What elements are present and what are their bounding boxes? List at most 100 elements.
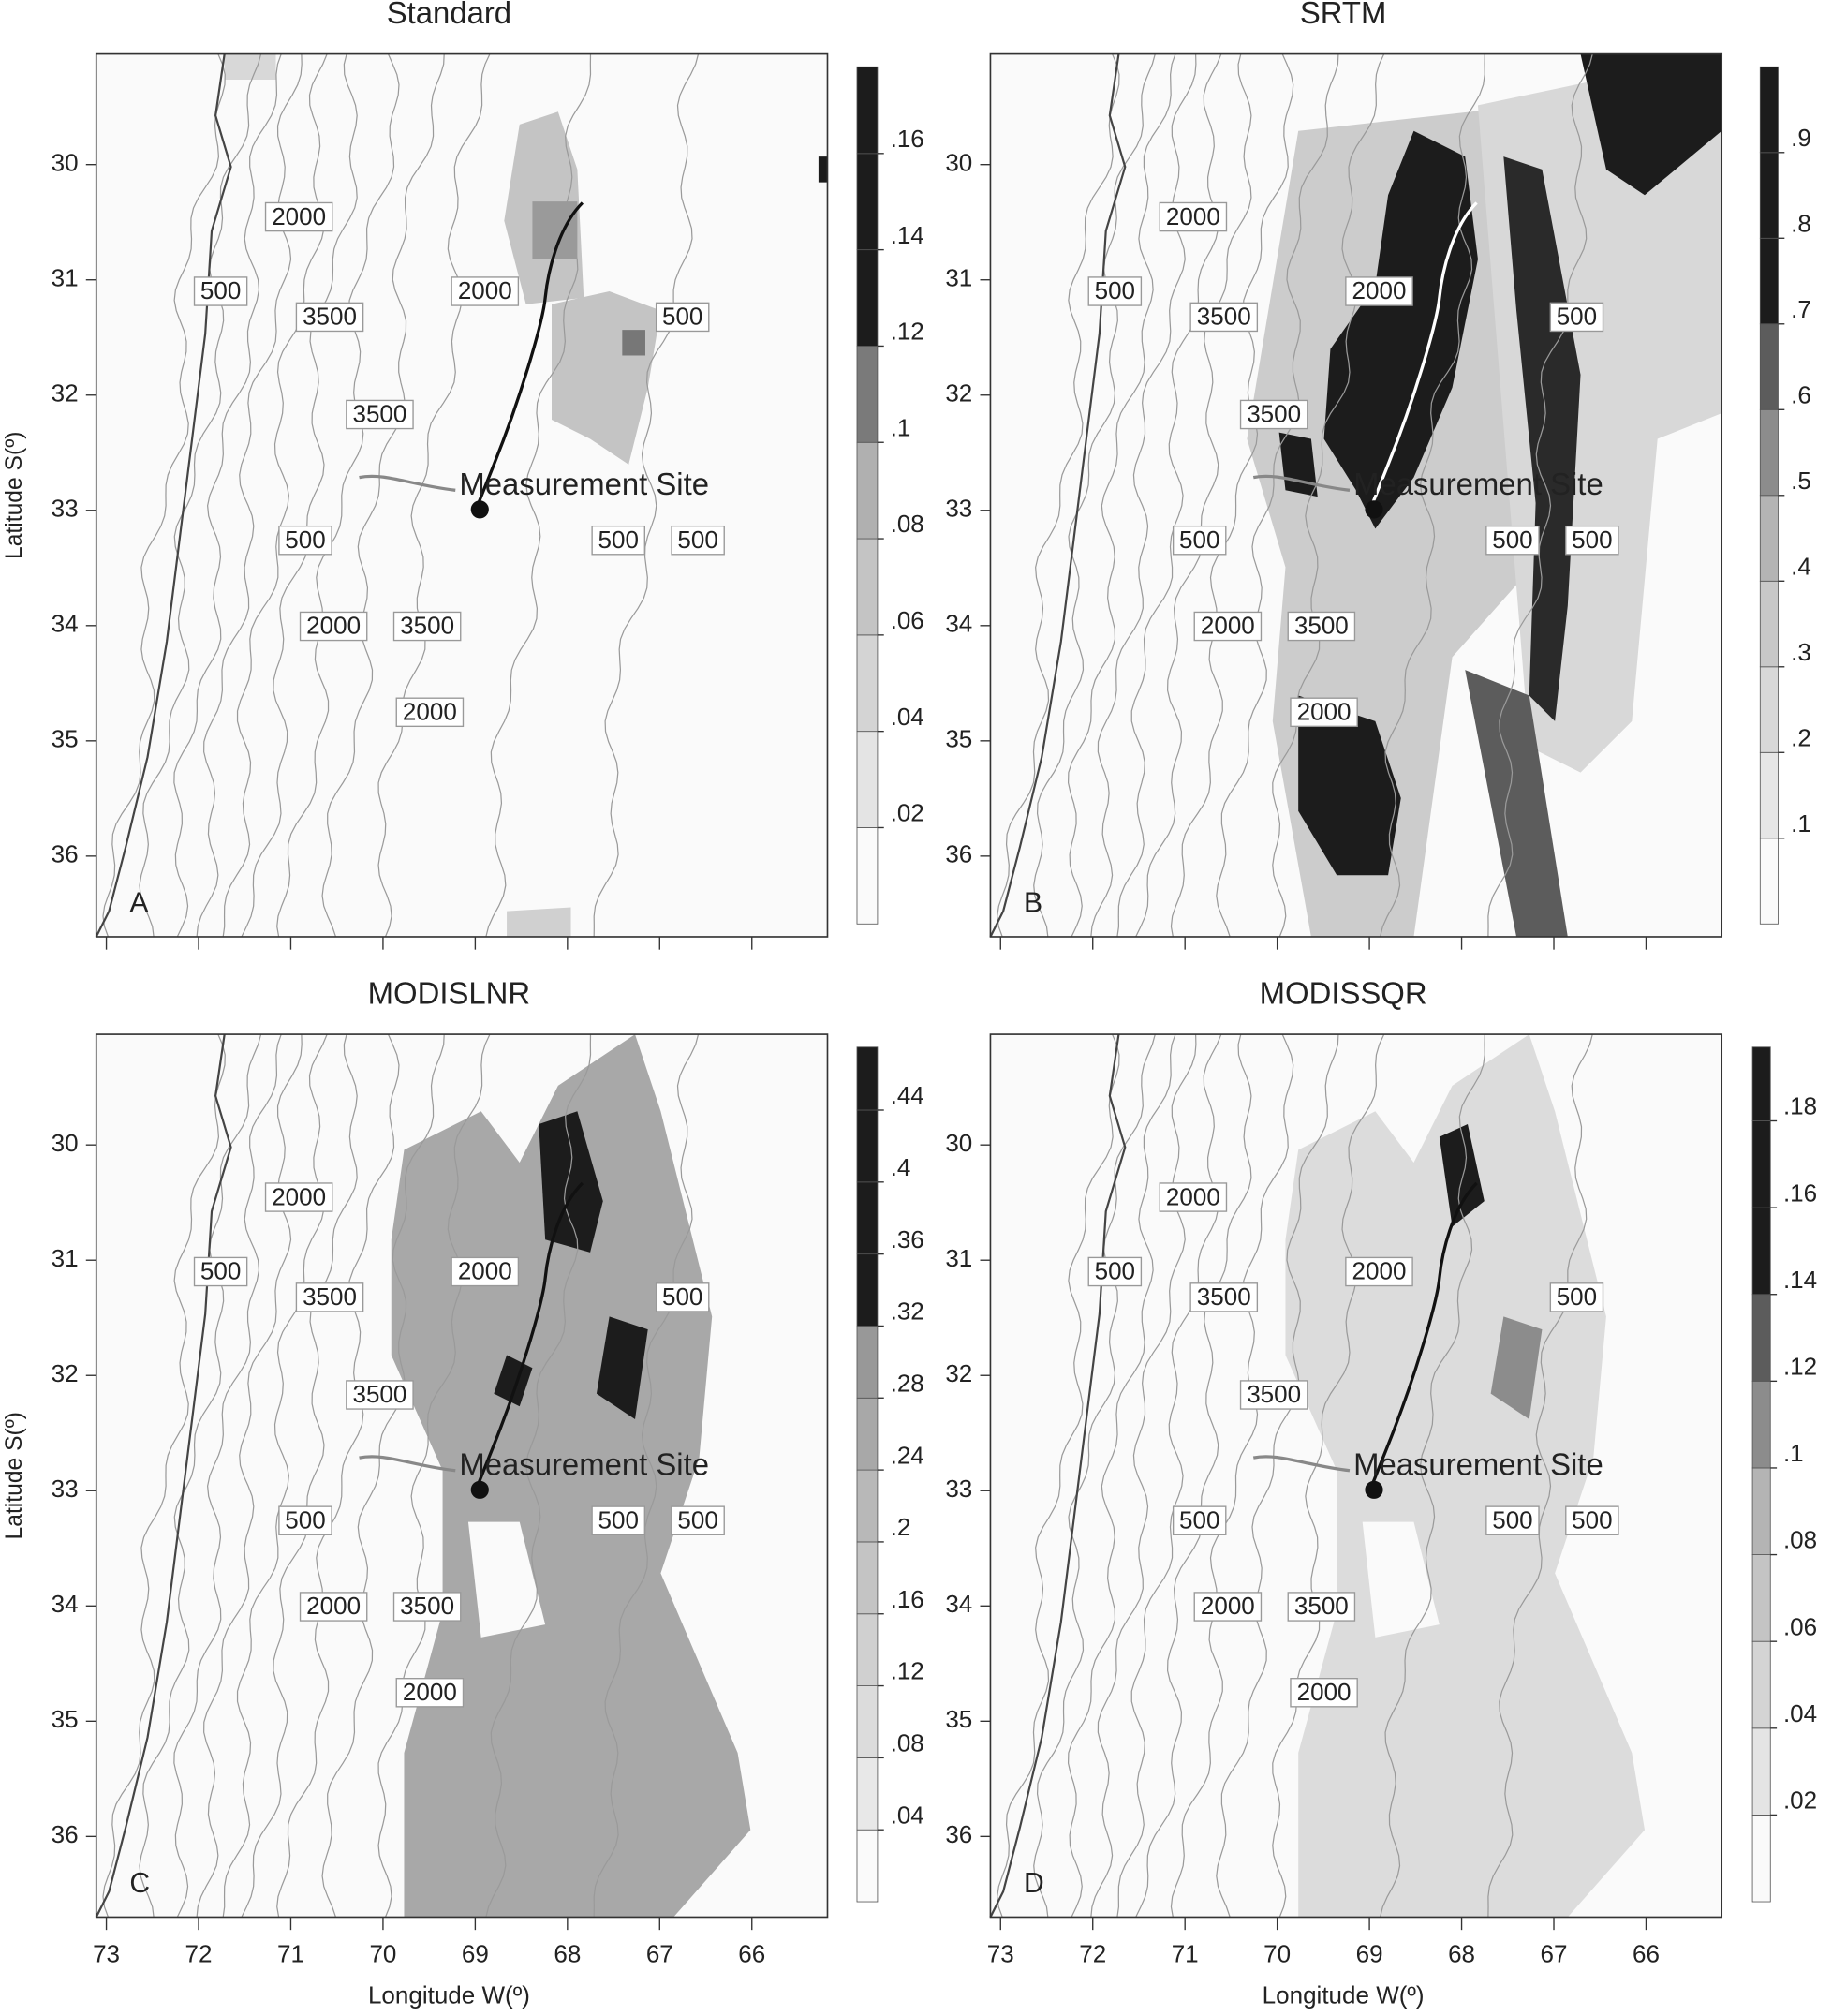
contour-label-box xyxy=(193,1256,248,1287)
contour-label-box xyxy=(1159,1182,1228,1212)
map-panel: 2000 500 3500 2000 500 3500 500 500 500 2000 3500 2… xyxy=(95,52,829,938)
contour-label: 500 xyxy=(285,1505,325,1534)
contour-line xyxy=(1216,53,1339,938)
contour-line xyxy=(1135,1033,1252,1918)
x-axis-label: Longitude W(º) xyxy=(1263,1980,1425,2009)
map-background xyxy=(96,53,828,937)
contour-line xyxy=(196,1034,303,1918)
contour-label-box xyxy=(1549,302,1604,333)
panel-title: MODISLNR xyxy=(368,976,530,1011)
contour-label: 2000 xyxy=(458,1257,512,1285)
colorbar-band xyxy=(1759,838,1779,925)
y-tick-label: 33 xyxy=(52,495,79,523)
measurement-site xyxy=(470,500,489,519)
contour-label: 500 xyxy=(285,526,325,554)
colorbar-tick-label: .04 xyxy=(891,703,924,731)
shaded-region xyxy=(818,156,828,183)
contour-label: 3500 xyxy=(1247,1380,1301,1408)
colorbar-tick-label: .12 xyxy=(891,1657,924,1685)
colorbar-band xyxy=(1751,1294,1771,1382)
contour-line xyxy=(1272,53,1385,938)
shaded-region xyxy=(1278,432,1318,497)
colorbar-tick-label: .1 xyxy=(1783,1439,1804,1467)
y-tick-label: 35 xyxy=(52,1705,79,1733)
y-tick-label: 30 xyxy=(945,149,972,177)
contour-line xyxy=(1487,1033,1593,1918)
x-tick-label: 70 xyxy=(1263,1939,1291,1967)
y-tick-label: 36 xyxy=(945,1820,972,1848)
colorbar-tick-label: .06 xyxy=(1783,1612,1817,1640)
contour-label: 3500 xyxy=(303,1282,357,1311)
contour-line xyxy=(377,1033,491,1918)
trajectory-west xyxy=(359,474,456,492)
colorbar-band xyxy=(856,731,879,828)
y-tick-label: 34 xyxy=(52,610,79,638)
trajectory-west xyxy=(1252,1455,1351,1473)
contour-label-box xyxy=(392,611,462,642)
shaded-region xyxy=(467,1521,546,1638)
plot-frame xyxy=(95,52,829,938)
colorbar-tick-label: .02 xyxy=(1783,1786,1817,1815)
y-tick-label: 36 xyxy=(52,840,79,868)
contour-label: 500 xyxy=(662,303,702,331)
trajectory xyxy=(477,201,584,504)
colorbar-tick-label: .7 xyxy=(1791,295,1811,323)
colorbar-tick-label: .08 xyxy=(891,1729,924,1757)
contour-label: 3500 xyxy=(1197,303,1251,331)
y-tick-label: 31 xyxy=(945,1244,972,1272)
colorbar-tick-label: .12 xyxy=(891,318,924,346)
contour-label-box xyxy=(1087,276,1143,306)
shaded-region xyxy=(1285,1034,1646,1918)
panel-title: SRTM xyxy=(1300,0,1387,30)
contour-line xyxy=(485,53,592,938)
colorbar-band xyxy=(856,441,879,540)
contour-line xyxy=(1170,1033,1294,1918)
contour-label: 2000 xyxy=(1352,276,1407,304)
contour-label: 3500 xyxy=(353,1380,407,1408)
colorbar-band xyxy=(856,634,879,733)
contour-label-box xyxy=(1239,399,1308,430)
contour-label-box xyxy=(1287,611,1356,642)
contour-label-box xyxy=(264,201,333,232)
contour-label: 2000 xyxy=(458,276,512,304)
y-axis-label: Latitude S(º) xyxy=(2,1412,27,1539)
contour-label: 2000 xyxy=(1201,612,1255,640)
contour-line xyxy=(1379,53,1485,938)
site-label: Measurement Site xyxy=(1353,1446,1603,1481)
colorbar-band xyxy=(856,1397,879,1471)
measurement-site xyxy=(1365,500,1383,519)
site-label: Measurement Site xyxy=(459,467,709,501)
shaded-region xyxy=(507,907,571,937)
x-axis-label: Longitude W(º) xyxy=(368,1980,530,2009)
contour-label: 2000 xyxy=(306,612,361,640)
y-tick-label: 31 xyxy=(52,1244,79,1272)
colorbar-band xyxy=(1759,237,1779,325)
x-tick-label: 68 xyxy=(554,1939,581,1967)
colorbar-band xyxy=(856,1253,879,1327)
contour-label-box xyxy=(1565,1505,1619,1535)
y-tick-label: 35 xyxy=(52,725,79,753)
colorbar-band xyxy=(1759,666,1779,753)
colorbar-band xyxy=(1751,1554,1771,1642)
plot-frame xyxy=(95,1033,829,1919)
colorbar-band xyxy=(856,153,879,251)
colorbar-band xyxy=(856,346,879,443)
colorbar-band xyxy=(856,1757,879,1831)
y-tick-label: 33 xyxy=(945,495,972,523)
contour-line xyxy=(593,1033,700,1918)
shaded-region xyxy=(1362,1521,1440,1638)
contour-label-box xyxy=(1290,697,1358,728)
contour-label: 3500 xyxy=(303,303,357,331)
contour-line xyxy=(1116,1033,1222,1918)
map-panel: 2000 500 3500 2000 500 3500 500 500 500 2000 3500 2… xyxy=(989,52,1723,938)
contour-label: 3500 xyxy=(1247,400,1301,428)
colorbar-tick-label: .44 xyxy=(891,1081,924,1109)
contour-label: 2000 xyxy=(1201,1592,1255,1620)
colorbar-band xyxy=(1759,751,1779,839)
shaded-region xyxy=(539,1111,603,1253)
contour-label: 500 xyxy=(200,276,241,304)
contour-label: 2000 xyxy=(1166,1182,1220,1210)
colorbar-band xyxy=(856,827,879,925)
colorbar-band xyxy=(856,1109,879,1183)
contour-label: 500 xyxy=(1492,1505,1532,1534)
